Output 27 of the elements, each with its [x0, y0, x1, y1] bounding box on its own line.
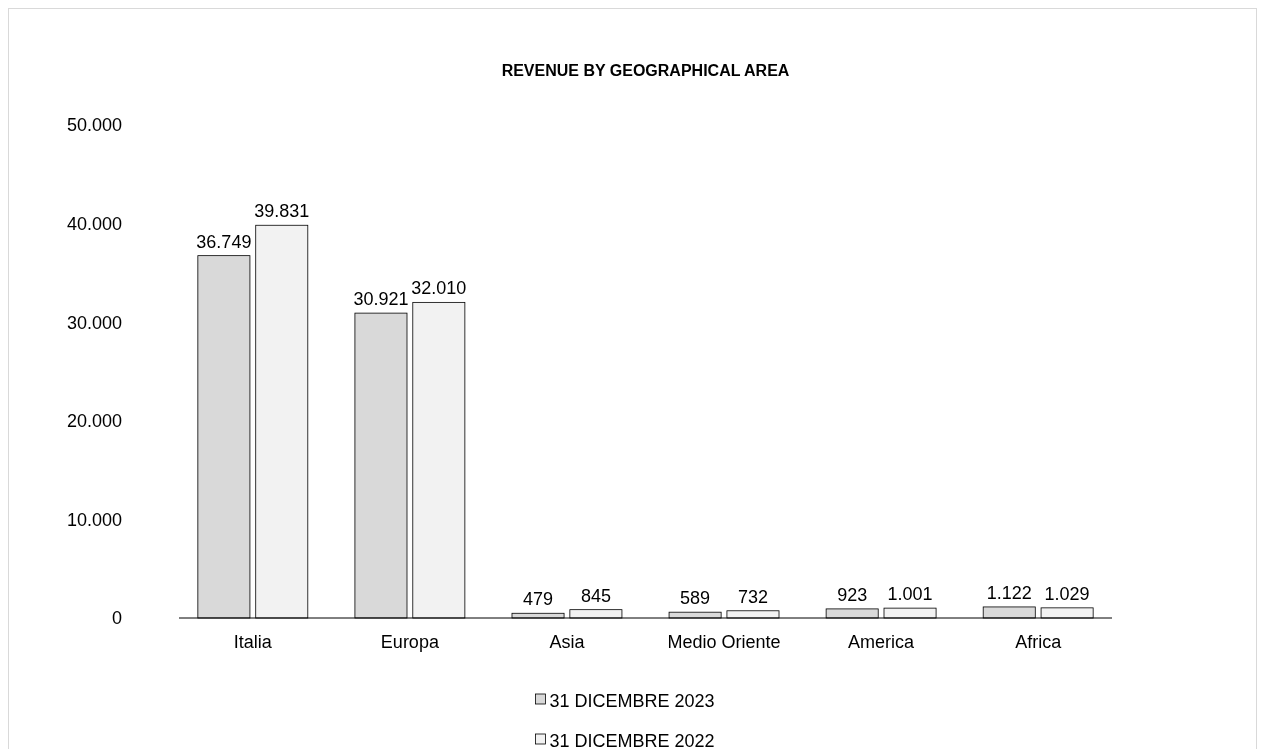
x-tick-label: Medio Oriente — [667, 632, 781, 652]
data-label: 30.921 — [353, 289, 409, 310]
data-label: 732 — [737, 586, 768, 607]
data-label: 589 — [680, 588, 711, 609]
legend-label: 31 DICEMBRE 2022 — [549, 731, 715, 749]
x-tick-label: Africa — [1015, 632, 1063, 652]
chart-title: REVENUE BY GEOGRAPHICAL AREA — [501, 62, 790, 79]
data-label: 1.122 — [986, 582, 1032, 603]
data-label: 36.749 — [196, 231, 252, 252]
data-label: 923 — [837, 584, 868, 605]
x-tick-label: Italia — [233, 632, 273, 652]
y-tick-label: 20.000 — [66, 411, 122, 432]
y-tick-label: 40.000 — [66, 213, 122, 234]
data-label: 845 — [580, 585, 611, 606]
x-tick-label: America — [848, 632, 916, 652]
x-tick-label: Europa — [380, 632, 440, 652]
y-tick-label: 30.000 — [66, 312, 122, 333]
data-label: 1.029 — [1044, 583, 1090, 604]
data-label: 39.831 — [254, 201, 310, 222]
data-label: 1.001 — [887, 584, 933, 605]
legend-label: 31 DICEMBRE 2023 — [549, 691, 715, 712]
data-label: 32.010 — [411, 278, 467, 299]
x-tick-label: Asia — [549, 632, 586, 652]
y-tick-label: 10.000 — [66, 509, 122, 530]
data-label: 479 — [523, 589, 554, 610]
y-tick-label: 50.000 — [66, 115, 122, 136]
y-tick-label: 0 — [111, 608, 122, 629]
